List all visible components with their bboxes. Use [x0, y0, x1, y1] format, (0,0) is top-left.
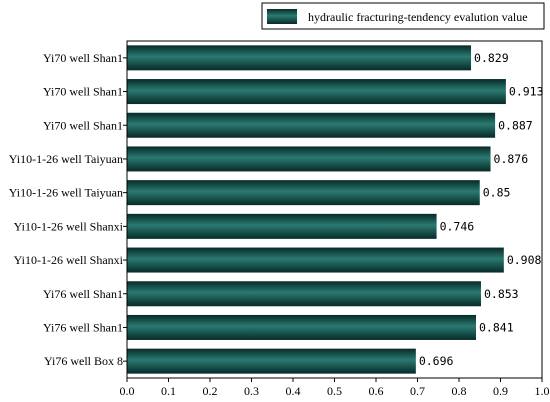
bar: [127, 281, 481, 307]
bar-value-label: 0.696: [419, 354, 454, 368]
legend: hydraulic fracturing-tendency evalution …: [261, 2, 545, 30]
x-tick-label: 0.1: [161, 384, 176, 398]
bar: [127, 180, 480, 206]
bar: [127, 45, 472, 71]
bar-value-label: 0.908: [507, 253, 542, 267]
category-label: Yi70 well Shan1: [43, 118, 123, 132]
bar: [127, 213, 437, 239]
bar-value-label: 0.853: [484, 287, 519, 301]
bar-value-label: 0.746: [440, 219, 475, 233]
x-tick-label: 0.0: [120, 384, 135, 398]
legend-label: hydraulic fracturing-tendency evalution …: [308, 10, 528, 24]
category-label: Yi76 well Box 8: [44, 354, 123, 368]
category-label: Yi10-1-26 well Shanxi: [14, 253, 124, 267]
legend-swatch: [267, 9, 297, 24]
bar: [127, 348, 416, 374]
plot-frame: [126, 40, 543, 379]
category-label: Yi10-1-26 well Taiyuan: [9, 152, 123, 166]
bar-value-label: 0.841: [479, 320, 514, 334]
category-label: Yi10-1-26 well Shanxi: [14, 219, 124, 233]
category-label: Yi76 well Shan1: [43, 320, 123, 334]
category-label: Yi10-1-26 well Taiyuan: [9, 186, 123, 200]
x-tick-label: 0.2: [203, 384, 218, 398]
x-tick-label: 1.0: [535, 384, 550, 398]
category-label: Yi70 well Shan1: [43, 85, 123, 99]
category-label: Yi70 well Shan1: [43, 51, 123, 65]
bar: [127, 112, 496, 138]
bar: [127, 79, 506, 105]
x-tick-label: 0.6: [369, 384, 384, 398]
bar-value-label: 0.913: [509, 85, 544, 99]
bar-value-label: 0.876: [494, 152, 529, 166]
bar: [127, 146, 491, 172]
x-tick-label: 0.4: [286, 384, 301, 398]
bar-value-label: 0.85: [483, 186, 511, 200]
category-label: Yi76 well Shan1: [43, 287, 123, 301]
bar-value-label: 0.829: [474, 51, 509, 65]
x-tick-label: 0.9: [493, 384, 508, 398]
x-tick-label: 0.5: [327, 384, 342, 398]
bars-layer: 0.829 0.913 0.887 0.876 0.85 0.746 0.908 0.853 0…: [127, 45, 544, 374]
x-tick-label: 0.7: [410, 384, 425, 398]
legend-box: [261, 2, 545, 30]
x-tick-label: 0.8: [452, 384, 467, 398]
bar: [127, 247, 504, 273]
x-tick-label: 0.3: [244, 384, 259, 398]
bar: [127, 314, 477, 340]
axis-layer: Yi70 well Shan1 Yi70 well Shan1 Yi70 well …: [9, 51, 550, 398]
bar-value-label: 0.887: [498, 118, 533, 132]
